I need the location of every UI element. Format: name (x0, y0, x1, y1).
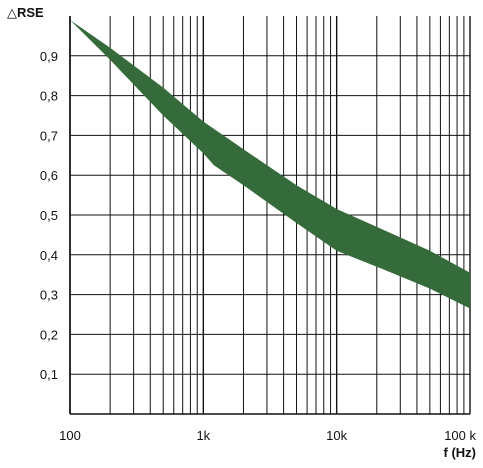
tick-labels: 0,1 0,2 0,3 0,4 0,5 0,6 0,7 0,8 0,9 100 1k 10k 100 k (40, 49, 477, 443)
x-tick-label: 10k (326, 428, 347, 443)
x-tick-label: 100 (59, 428, 81, 443)
y-axis-label: △RSE (7, 5, 44, 20)
y-tick-label: 0,4 (40, 248, 58, 263)
y-tick-label: 0,8 (40, 89, 58, 104)
x-tick-label: 1k (196, 428, 210, 443)
y-tick-label: 0,7 (40, 128, 58, 143)
y-tick-label: 0,6 (40, 168, 58, 183)
y-tick-label: 0,9 (40, 49, 58, 64)
y-tick-label: 0,5 (40, 208, 58, 223)
y-tick-label: 0,2 (40, 327, 58, 342)
y-tick-label: 0,1 (40, 367, 58, 382)
y-tick-label: 0,3 (40, 288, 58, 303)
rse-band-area (70, 20, 470, 309)
x-tick-label: 100 k (444, 428, 476, 443)
x-axis-label: f (Hz) (444, 445, 477, 460)
